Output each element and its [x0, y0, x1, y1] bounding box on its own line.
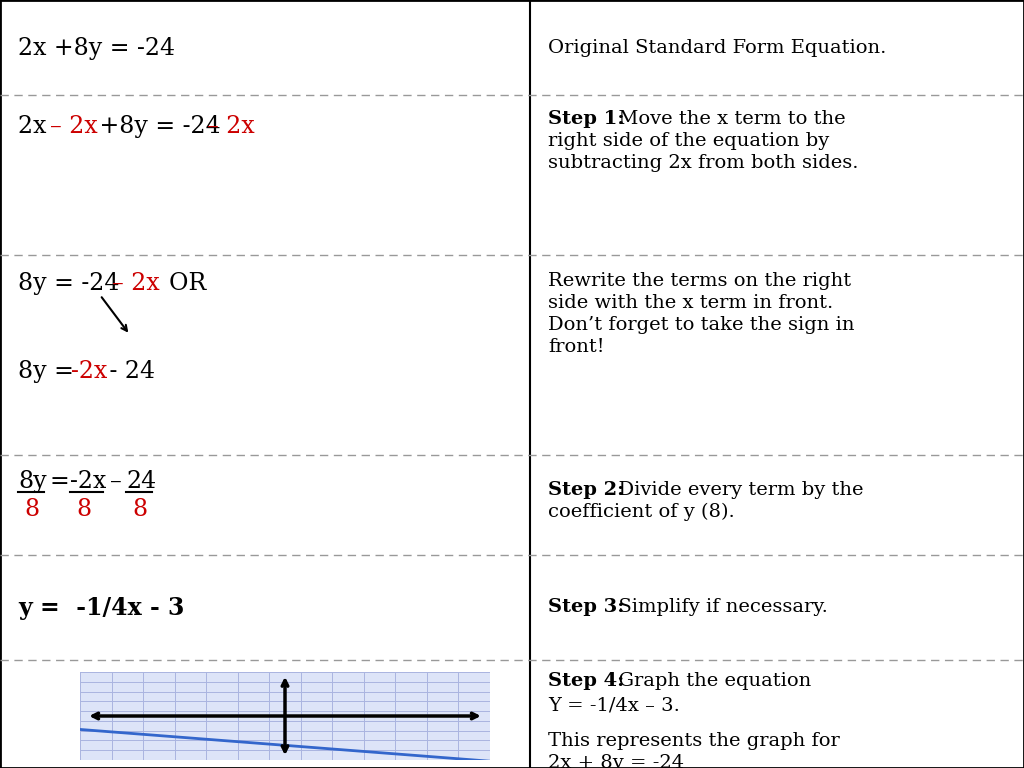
Text: This represents the graph for: This represents the graph for	[548, 732, 840, 750]
Text: –: –	[110, 470, 122, 493]
Text: right side of the equation by: right side of the equation by	[548, 132, 829, 150]
Text: subtracting 2x from both sides.: subtracting 2x from both sides.	[548, 154, 858, 172]
Text: – 2x: – 2x	[49, 115, 97, 138]
Text: 8: 8	[24, 498, 39, 521]
Text: Graph the equation: Graph the equation	[606, 672, 811, 690]
Text: +8y = -24: +8y = -24	[91, 115, 227, 138]
Text: Y = -1/4x – 3.: Y = -1/4x – 3.	[548, 696, 680, 714]
Text: Don’t forget to take the sign in: Don’t forget to take the sign in	[548, 316, 854, 334]
Text: Step 3:: Step 3:	[548, 598, 625, 617]
Text: -2x: -2x	[71, 360, 106, 383]
Text: 2x + 8y = -24: 2x + 8y = -24	[548, 754, 684, 768]
Text: Original Standard Form Equation.: Original Standard Form Equation.	[548, 39, 887, 57]
Text: side with the x term in front.: side with the x term in front.	[548, 294, 834, 312]
Text: Step 4:: Step 4:	[548, 672, 625, 690]
Text: -2x: -2x	[70, 470, 106, 493]
Text: y =  -1/4x - 3: y = -1/4x - 3	[18, 595, 184, 620]
Text: 8y =: 8y =	[18, 360, 81, 383]
Text: 8: 8	[132, 498, 147, 521]
Text: 2x +8y = -24: 2x +8y = -24	[18, 37, 175, 59]
Text: 8: 8	[76, 498, 91, 521]
Text: – 2x: – 2x	[207, 115, 255, 138]
Text: Rewrite the terms on the right: Rewrite the terms on the right	[548, 272, 851, 290]
Text: - 24: - 24	[102, 360, 155, 383]
Text: =: =	[50, 470, 70, 493]
Text: coefficient of y (8).: coefficient of y (8).	[548, 503, 735, 521]
Text: Divide every term by the: Divide every term by the	[606, 481, 863, 499]
Text: Simplify if necessary.: Simplify if necessary.	[606, 598, 827, 617]
Text: Step 2:: Step 2:	[548, 481, 625, 499]
Text: Move the x term to the: Move the x term to the	[606, 110, 846, 128]
Text: Step 1:: Step 1:	[548, 110, 625, 128]
Text: 24: 24	[126, 470, 157, 493]
Text: OR: OR	[155, 272, 207, 295]
Text: 2x: 2x	[18, 115, 54, 138]
Text: 8y: 8y	[18, 470, 47, 493]
Text: – 2x: – 2x	[113, 272, 160, 295]
Text: 8y = -24: 8y = -24	[18, 272, 127, 295]
Text: front!: front!	[548, 338, 604, 356]
